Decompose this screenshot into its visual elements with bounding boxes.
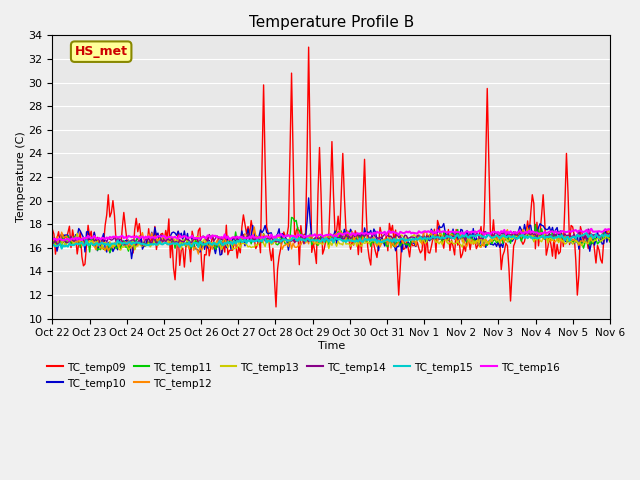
TC_temp10 xyxy=(305,195,312,201)
Title: Temperature Profile B: Temperature Profile B xyxy=(248,15,414,30)
TC_temp09 xyxy=(117,246,125,252)
Line: TC_temp13: TC_temp13 xyxy=(52,233,610,250)
TC_temp10 xyxy=(294,237,301,242)
TC_temp16 xyxy=(118,233,126,239)
X-axis label: Time: Time xyxy=(317,341,345,351)
TC_temp16 xyxy=(244,235,252,241)
TC_temp12 xyxy=(195,251,202,257)
TC_temp10 xyxy=(578,241,586,247)
TC_temp15 xyxy=(58,246,65,252)
TC_temp10 xyxy=(235,236,243,241)
TC_temp09 xyxy=(606,239,614,245)
TC_temp09 xyxy=(234,255,241,261)
TC_temp10 xyxy=(117,241,125,247)
TC_temp13 xyxy=(246,243,253,249)
TC_temp16 xyxy=(235,235,243,241)
TC_temp16 xyxy=(606,227,614,232)
TC_temp15 xyxy=(118,241,126,247)
TC_temp14 xyxy=(49,241,56,247)
TC_temp15 xyxy=(49,241,56,247)
TC_temp13 xyxy=(120,244,127,250)
TC_temp11 xyxy=(288,215,296,220)
TC_temp15 xyxy=(583,230,591,236)
Line: TC_temp10: TC_temp10 xyxy=(52,198,610,259)
TC_temp16 xyxy=(577,228,584,233)
TC_temp14 xyxy=(117,237,125,242)
Line: TC_temp14: TC_temp14 xyxy=(52,229,610,245)
TC_temp14 xyxy=(577,232,584,238)
Line: TC_temp15: TC_temp15 xyxy=(52,233,610,249)
TC_temp10 xyxy=(216,252,224,258)
TC_temp13 xyxy=(296,237,303,243)
TC_temp14 xyxy=(216,235,224,240)
TC_temp15 xyxy=(606,232,614,238)
Legend: TC_temp09, TC_temp10, TC_temp11, TC_temp12, TC_temp13, TC_temp14, TC_temp15, TC_: TC_temp09, TC_temp10, TC_temp11, TC_temp… xyxy=(43,358,564,393)
TC_temp09 xyxy=(272,304,280,310)
TC_temp14 xyxy=(235,237,243,243)
TC_temp13 xyxy=(606,236,614,241)
TC_temp14 xyxy=(139,242,147,248)
TC_temp12 xyxy=(117,240,125,246)
TC_temp12 xyxy=(216,240,224,245)
TC_temp16 xyxy=(588,226,595,232)
TC_temp11 xyxy=(606,239,614,244)
TC_temp15 xyxy=(235,239,243,245)
TC_temp11 xyxy=(216,244,224,250)
TC_temp14 xyxy=(294,238,301,244)
TC_temp11 xyxy=(296,228,303,233)
TC_temp12 xyxy=(235,236,243,242)
TC_temp09 xyxy=(305,44,312,50)
TC_temp12 xyxy=(244,232,252,238)
TC_temp16 xyxy=(216,235,224,240)
TC_temp15 xyxy=(294,238,301,244)
Line: TC_temp11: TC_temp11 xyxy=(52,217,610,252)
TC_temp11 xyxy=(106,250,114,255)
TC_temp14 xyxy=(244,230,252,236)
TC_temp11 xyxy=(244,233,252,239)
TC_temp16 xyxy=(66,238,74,243)
TC_temp15 xyxy=(244,238,252,243)
TC_temp11 xyxy=(49,243,56,249)
Y-axis label: Temperature (C): Temperature (C) xyxy=(15,132,26,222)
TC_temp11 xyxy=(235,239,243,245)
TC_temp12 xyxy=(296,242,303,248)
TC_temp14 xyxy=(606,230,614,236)
TC_temp09 xyxy=(49,227,56,232)
TC_temp09 xyxy=(214,234,222,240)
TC_temp16 xyxy=(294,232,301,238)
Text: HS_met: HS_met xyxy=(75,45,127,58)
TC_temp13 xyxy=(578,243,586,249)
TC_temp10 xyxy=(244,226,252,232)
TC_temp11 xyxy=(118,240,126,246)
TC_temp13 xyxy=(49,244,56,250)
TC_temp09 xyxy=(243,230,250,236)
TC_temp13 xyxy=(236,245,244,251)
TC_temp10 xyxy=(606,238,614,243)
TC_temp12 xyxy=(250,224,258,230)
TC_temp10 xyxy=(128,256,136,262)
TC_temp15 xyxy=(216,238,224,243)
TC_temp15 xyxy=(577,233,584,239)
TC_temp13 xyxy=(218,247,225,252)
TC_temp12 xyxy=(606,231,614,237)
TC_temp10 xyxy=(49,235,56,240)
TC_temp09 xyxy=(578,230,586,236)
TC_temp11 xyxy=(578,240,586,246)
TC_temp12 xyxy=(578,238,586,244)
TC_temp16 xyxy=(49,235,56,240)
TC_temp14 xyxy=(584,226,592,232)
TC_temp12 xyxy=(49,239,56,244)
TC_temp13 xyxy=(74,230,81,236)
Line: TC_temp16: TC_temp16 xyxy=(52,229,610,240)
TC_temp13 xyxy=(117,247,125,253)
Line: TC_temp09: TC_temp09 xyxy=(52,47,610,307)
Line: TC_temp12: TC_temp12 xyxy=(52,227,610,254)
TC_temp09 xyxy=(294,224,301,230)
